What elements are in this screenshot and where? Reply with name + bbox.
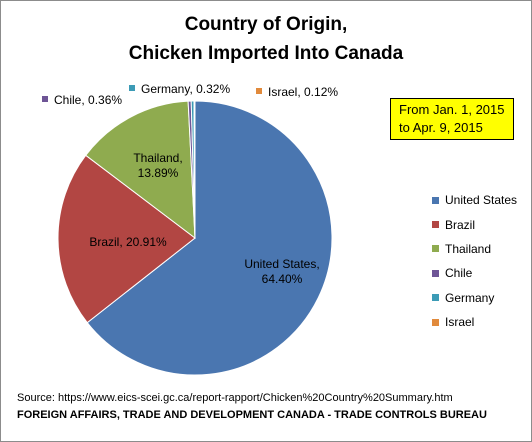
legend-label-united-states: United States xyxy=(445,193,518,208)
data-label-united-states: United States, 64.40% xyxy=(244,257,319,286)
data-label-chile: Chile, 0.36% xyxy=(54,93,122,107)
legend-item-brazil: Brazil xyxy=(432,212,532,236)
legend-item-united-states: United States xyxy=(432,188,532,212)
chart-title: Country of Origin, Chicken Imported Into… xyxy=(0,10,532,68)
legend-label-chile: Chile xyxy=(445,266,473,281)
legend-label-brazil: Brazil xyxy=(445,217,476,232)
source-note: Source: https://www.eics-scei.gc.ca/repo… xyxy=(17,392,453,404)
legend-label-thailand: Thailand xyxy=(445,241,492,256)
date-range-note: From Jan. 1, 2015 to Apr. 9, 2015 xyxy=(390,98,514,140)
date-range-line-1: From Jan. 1, 2015 xyxy=(399,102,505,117)
legend-swatch-germany xyxy=(432,294,439,302)
pie-slice-thailand xyxy=(85,100,196,240)
legend: United States Brazil Thailand Chile Germany I… xyxy=(432,188,532,334)
pie-slice-israel xyxy=(193,100,196,239)
pie-slice-brazil xyxy=(57,154,196,324)
chart-title-line-1: Country of Origin, xyxy=(184,14,348,35)
legend-swatch-chile xyxy=(432,269,439,277)
legend-item-chile: Chile xyxy=(432,261,532,285)
legend-item-israel: Israel xyxy=(432,310,532,334)
data-label-brazil: Brazil, 20.91% xyxy=(89,235,167,249)
legend-swatch-thailand xyxy=(432,245,439,253)
legend-swatch-israel xyxy=(432,318,439,326)
legend-label-israel: Israel xyxy=(445,315,475,330)
legend-item-germany: Germany xyxy=(432,286,532,310)
legend-swatch-united-states xyxy=(432,196,439,204)
pie-slice-united-states xyxy=(86,100,333,376)
legend-item-thailand: Thailand xyxy=(432,237,532,261)
chart-title-line-2: Chicken Imported Into Canada xyxy=(128,43,404,64)
data-label-swatch-germany xyxy=(129,85,135,91)
legend-swatch-brazil xyxy=(432,221,439,229)
data-label-swatch-israel xyxy=(256,88,262,94)
legend-label-germany: Germany xyxy=(445,290,495,305)
data-label-israel: Israel, 0.12% xyxy=(268,85,338,99)
data-label-germany: Germany, 0.32% xyxy=(141,82,230,96)
data-label-thailand: Thailand, 13.89% xyxy=(133,151,182,180)
footer-credit: FOREIGN AFFAIRS, TRADE AND DEVELOPMENT C… xyxy=(17,409,487,421)
date-range-line-2: to Apr. 9, 2015 xyxy=(399,120,483,135)
data-label-swatch-chile xyxy=(42,96,48,102)
